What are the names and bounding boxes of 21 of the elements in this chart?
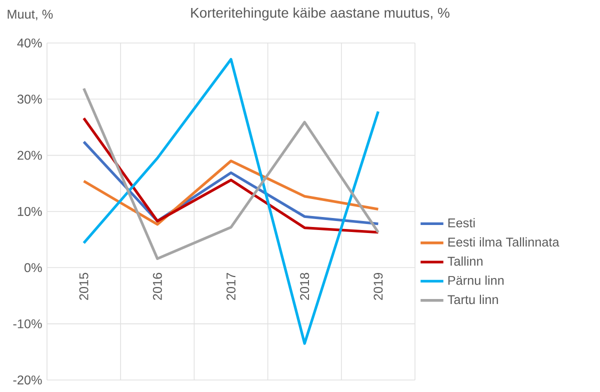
x-tick-label: 2018 <box>300 272 310 300</box>
legend-label: Eesti ilma Tallinnata <box>448 237 560 247</box>
legend-label: Tallinn <box>448 256 482 266</box>
x-tick-label: 2016 <box>152 272 162 300</box>
y-tick-label: -10% <box>13 319 42 328</box>
legend-label: Eesti <box>448 218 475 228</box>
y-tick-label: 40% <box>17 38 42 48</box>
y-tick-label: 10% <box>18 207 42 216</box>
chart-title: Korteritehingute käibe aastane muutus, % <box>191 7 450 21</box>
x-tick-label: 2017 <box>226 272 236 300</box>
legend-label: Tartu linn <box>448 294 498 304</box>
x-tick-label: 2019 <box>374 272 383 300</box>
y-axis-title: Muut, % <box>8 10 53 20</box>
y-tick-label: 20% <box>18 150 42 160</box>
line-series <box>82 116 380 234</box>
line-series <box>82 87 380 260</box>
y-tick-label: 0% <box>24 263 42 272</box>
y-tick-label: 30% <box>17 94 42 104</box>
x-tick-label: 2015 <box>79 272 88 300</box>
legend-label: Pärnu linn <box>448 276 504 285</box>
y-tick-label: -20% <box>13 376 42 384</box>
